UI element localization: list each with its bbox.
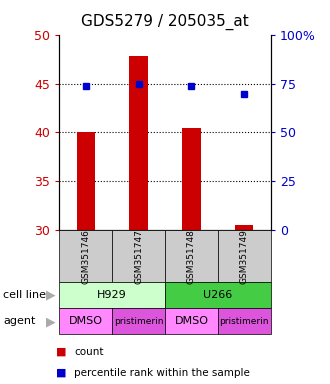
Text: ■: ■ bbox=[56, 368, 67, 378]
Text: ▶: ▶ bbox=[46, 315, 56, 328]
Text: agent: agent bbox=[3, 316, 36, 326]
Text: cell line: cell line bbox=[3, 290, 46, 300]
Text: pristimerin: pristimerin bbox=[219, 317, 269, 326]
Text: DMSO: DMSO bbox=[174, 316, 209, 326]
Bar bbox=[182, 127, 201, 230]
Text: U266: U266 bbox=[203, 290, 232, 300]
Text: GSM351749: GSM351749 bbox=[240, 229, 249, 284]
Bar bbox=[77, 131, 95, 230]
Text: DMSO: DMSO bbox=[69, 316, 103, 326]
Bar bbox=[129, 56, 148, 230]
Text: ▶: ▶ bbox=[46, 289, 56, 302]
Text: ■: ■ bbox=[56, 347, 67, 357]
Text: H929: H929 bbox=[97, 290, 127, 300]
Text: pristimerin: pristimerin bbox=[114, 317, 163, 326]
Text: percentile rank within the sample: percentile rank within the sample bbox=[74, 368, 250, 378]
Text: GSM351747: GSM351747 bbox=[134, 229, 143, 284]
Text: count: count bbox=[74, 347, 104, 357]
Bar bbox=[235, 225, 253, 230]
Text: GSM351748: GSM351748 bbox=[187, 229, 196, 284]
Text: GSM351746: GSM351746 bbox=[81, 229, 90, 284]
Text: GDS5279 / 205035_at: GDS5279 / 205035_at bbox=[81, 13, 249, 30]
